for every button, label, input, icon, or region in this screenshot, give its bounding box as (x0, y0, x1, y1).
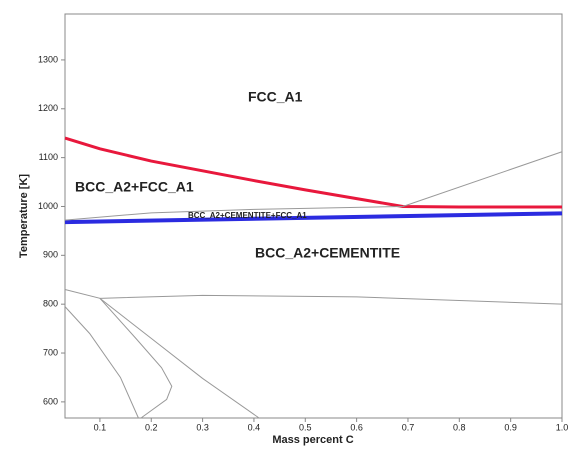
phase-boundary (64, 211, 563, 225)
y-tick-label: 900 (43, 250, 58, 260)
phase-label: BCC_A2+FCC_A1 (75, 179, 194, 195)
phase-boundary (99, 294, 563, 305)
x-tick-label: 0.4 (248, 422, 261, 432)
y-tick-label: 1200 (38, 103, 58, 113)
phase-boundary (99, 297, 173, 419)
x-tick-label: 0.2 (145, 422, 158, 432)
y-tick-label: 1300 (38, 54, 58, 64)
x-tick-label: 0.3 (196, 422, 209, 432)
phase-label: BCC_A2+CEMENTITE+FCC_A1 (188, 211, 307, 220)
x-axis-label: Mass percent C (272, 434, 353, 446)
x-tick-label: 0.1 (94, 422, 107, 432)
x-tick-label: 0.9 (504, 422, 517, 432)
phase-boundary (64, 289, 260, 419)
y-tick-label: 1000 (38, 201, 58, 211)
x-tick-label: 0.8 (453, 422, 466, 432)
phase-label: BCC_A2+CEMENTITE (255, 245, 400, 261)
x-tick-label: 0.5 (299, 422, 312, 432)
y-tick-label: 600 (43, 396, 58, 406)
x-tick-label: 1.0 (556, 422, 569, 432)
plot-frame (64, 13, 563, 419)
x-tick-label: 0.6 (350, 422, 363, 432)
y-tick-label: 800 (43, 299, 58, 309)
y-tick-label: 1100 (39, 152, 58, 162)
x-tick-label: 0.7 (402, 422, 415, 432)
phase-label: FCC_A1 (248, 89, 303, 105)
phase-boundary (64, 136, 562, 209)
y-axis-label: Temperature [K] (18, 174, 30, 258)
phase-boundary (64, 205, 403, 221)
phase-boundary (64, 306, 139, 419)
phase-boundary (402, 151, 563, 207)
y-tick-label: 700 (43, 347, 58, 357)
